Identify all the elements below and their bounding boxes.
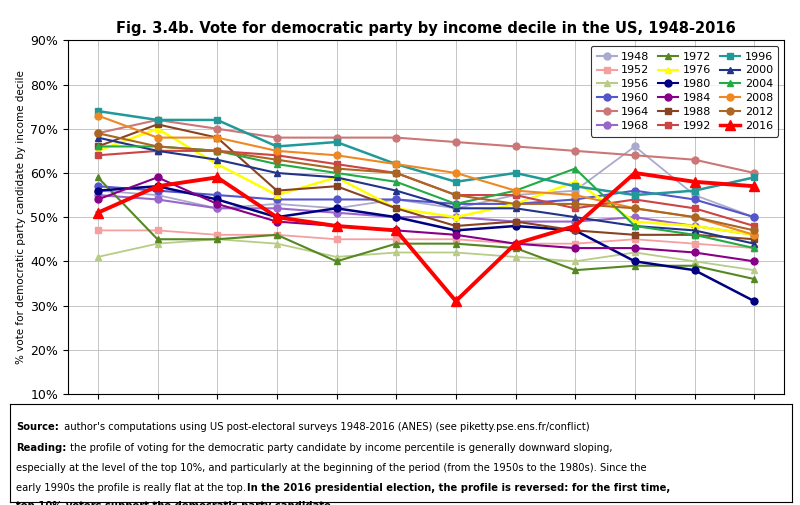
Text: early 1990s the profile is really flat at the top.: early 1990s the profile is really flat a… — [16, 483, 249, 493]
Legend: 1948, 1952, 1956, 1960, 1964, 1968, 1972, 1976, 1980, 1984, 1988, 1992, 1996, 20: 1948, 1952, 1956, 1960, 1964, 1968, 1972… — [591, 46, 778, 136]
Text: Source:: Source: — [16, 422, 58, 432]
Y-axis label: % vote for democratic party candidate by income decile: % vote for democratic party candidate by… — [16, 70, 26, 364]
Text: author's computations using US post-electoral surveys 1948-2016 (ANES) (see pike: author's computations using US post-elec… — [62, 422, 590, 432]
Text: especially at the level of the top 10%, and particularly at the beginning of the: especially at the level of the top 10%, … — [16, 463, 646, 473]
Text: top 10% voters support the democratic party candidate.: top 10% voters support the democratic pa… — [16, 500, 334, 505]
Text: the profile of voting for the democratic party candidate by income percentile is: the profile of voting for the democratic… — [67, 443, 613, 453]
Text: Reading:: Reading: — [16, 443, 66, 453]
Text: In the 2016 presidential election, the profile is reversed: for the first time,: In the 2016 presidential election, the p… — [246, 483, 670, 493]
Title: Fig. 3.4b. Vote for democratic party by income decile in the US, 1948-2016: Fig. 3.4b. Vote for democratic party by … — [116, 21, 736, 36]
